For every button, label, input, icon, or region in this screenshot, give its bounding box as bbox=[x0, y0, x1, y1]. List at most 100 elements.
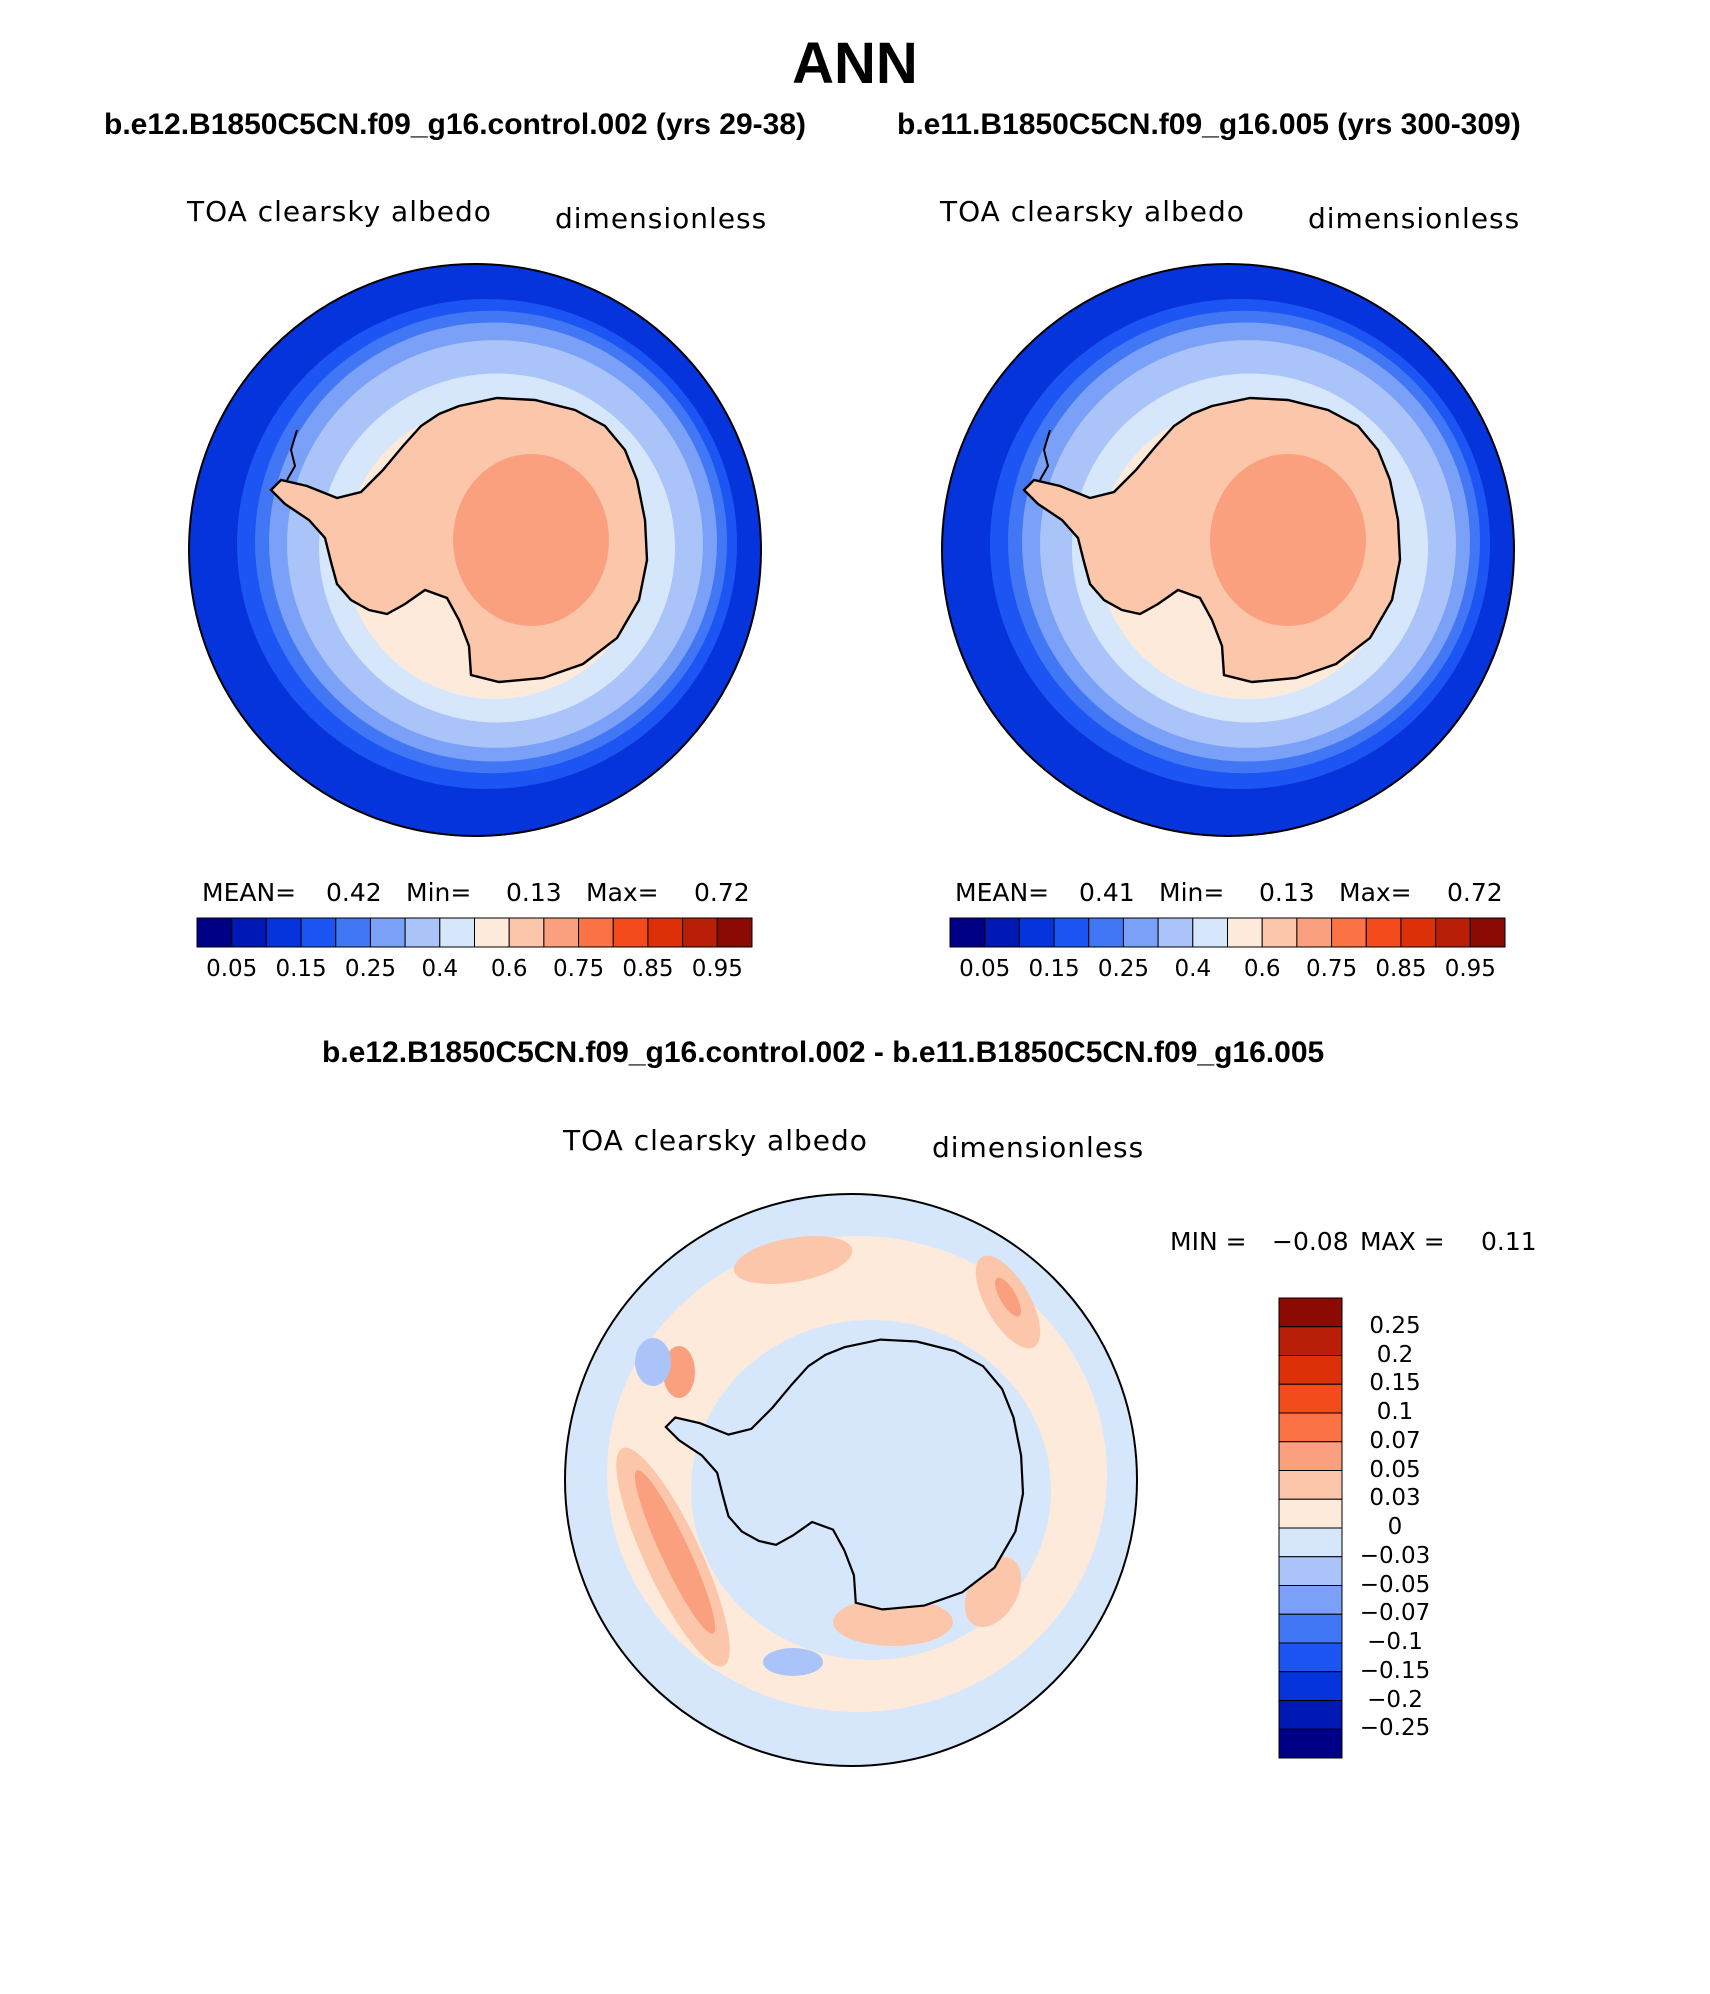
colorbar-box-2 bbox=[1018, 917, 1055, 948]
colorbar-box-15 bbox=[1469, 917, 1506, 948]
diff-colorbar-box-15 bbox=[1278, 1728, 1343, 1759]
left-min-value: 0.13 bbox=[506, 878, 562, 907]
colorbar-tick-label: 0.75 bbox=[552, 956, 605, 982]
colorbar-box-10 bbox=[543, 917, 580, 948]
peninsula-islands bbox=[286, 429, 298, 481]
diff-colorbar-box-8 bbox=[1278, 1527, 1343, 1558]
left-units-label: dimensionless bbox=[555, 202, 768, 235]
diff-patch-west-core bbox=[634, 1470, 716, 1634]
diff-colorbar-box-6 bbox=[1278, 1470, 1343, 1500]
diff-neg-south bbox=[763, 1648, 823, 1676]
diff-colorbar-tick-label: 0.15 bbox=[1369, 1370, 1421, 1397]
left-mean-value: 0.42 bbox=[326, 878, 382, 907]
page-title: ANN bbox=[792, 31, 918, 96]
diff-colorbar-box-5 bbox=[1278, 1441, 1343, 1471]
diff-colorbar-tick-label: 0.03 bbox=[1369, 1485, 1421, 1512]
right-mean-value: 0.41 bbox=[1079, 878, 1135, 907]
diff-colorbar-box-0 bbox=[1278, 1297, 1343, 1328]
diff-colorbar-box-14 bbox=[1278, 1700, 1343, 1730]
colorbar-tick-label: 0.05 bbox=[206, 956, 258, 982]
colorbar-box-10 bbox=[1296, 917, 1333, 948]
colorbar-box-13 bbox=[1400, 917, 1437, 948]
colorbar-box-13 bbox=[647, 917, 684, 948]
diff-colorbar-tick-label: −0.05 bbox=[1359, 1571, 1431, 1598]
colorbar-tick-label: 0.95 bbox=[691, 956, 743, 982]
map-border bbox=[941, 263, 1515, 837]
colorbar-box-9 bbox=[1261, 917, 1298, 948]
diff-patch-ne-core bbox=[995, 1277, 1021, 1317]
diff-colorbar bbox=[1278, 1297, 1343, 1759]
coastline bbox=[269, 396, 649, 684]
colorbar-box-3 bbox=[1053, 917, 1090, 948]
left-variable-label: TOA clearsky albedo bbox=[187, 195, 492, 228]
diff-patch-peninsula bbox=[663, 1346, 695, 1398]
colorbar-box-7 bbox=[439, 917, 475, 948]
diff-colorbar-tick-label: −0.1 bbox=[1367, 1629, 1423, 1655]
colorbar-box-8 bbox=[1227, 917, 1263, 948]
colorbar-box-6 bbox=[1157, 917, 1194, 948]
right-min-label: Min= bbox=[1159, 878, 1225, 907]
left-max-value: 0.72 bbox=[694, 878, 750, 907]
left-polar-map bbox=[188, 263, 762, 837]
left-mean-label: MEAN= bbox=[202, 878, 297, 907]
interior-plateau bbox=[453, 454, 609, 626]
colorbar-tick-label: 0.4 bbox=[1174, 956, 1212, 982]
interior-plateau bbox=[1210, 454, 1366, 626]
colorbar-tick-label: 0.95 bbox=[1444, 956, 1496, 982]
diff-max-label: MAX = bbox=[1360, 1227, 1445, 1256]
colorbar-box-11 bbox=[1331, 917, 1367, 948]
colorbar-box-3 bbox=[300, 917, 337, 948]
diff-patch-south bbox=[833, 1598, 953, 1646]
colorbar-box-6 bbox=[404, 917, 441, 948]
diff-colorbar-tick-label: −0.03 bbox=[1359, 1542, 1431, 1569]
diff-variable-label: TOA clearsky albedo bbox=[563, 1124, 868, 1157]
colorbar-box-11 bbox=[578, 917, 614, 948]
diff-colorbar-box-12 bbox=[1278, 1642, 1343, 1673]
right-case-title: b.e11.B1850C5CN.f09_g16.005 (yrs 300-309… bbox=[897, 108, 1521, 141]
colorbar-tick-label: 0.85 bbox=[1375, 956, 1427, 982]
colorbar-box-14 bbox=[1435, 917, 1471, 948]
right-colorbar bbox=[949, 917, 1506, 948]
colorbar-tick-label: 0.25 bbox=[1097, 956, 1150, 982]
colorbar-tick-label: 0.15 bbox=[1028, 956, 1080, 982]
diff-colorbar-box-2 bbox=[1278, 1355, 1343, 1385]
diff-neg-west bbox=[635, 1338, 671, 1386]
diff-colorbar-box-7 bbox=[1278, 1498, 1343, 1529]
left-max-label: Max= bbox=[586, 878, 659, 907]
colorbar-box-8 bbox=[474, 917, 510, 948]
colorbar-box-7 bbox=[1192, 917, 1228, 948]
diff-colorbar-tick-label: 0.05 bbox=[1369, 1456, 1421, 1483]
diff-colorbar-box-9 bbox=[1278, 1556, 1343, 1586]
right-polar-map bbox=[941, 263, 1515, 837]
colorbar-box-0 bbox=[196, 917, 233, 948]
colorbar-box-9 bbox=[508, 917, 545, 948]
colorbar-box-5 bbox=[369, 917, 406, 948]
diff-colorbar-tick-label: 0.25 bbox=[1369, 1312, 1421, 1339]
colorbar-box-12 bbox=[612, 917, 649, 948]
diff-colorbar-box-11 bbox=[1278, 1613, 1343, 1644]
diff-min-value: −0.08 bbox=[1272, 1227, 1349, 1256]
diff-continent bbox=[665, 1339, 1023, 1610]
colorbar-tick-label: 0.05 bbox=[959, 956, 1011, 982]
left-min-label: Min= bbox=[406, 878, 472, 907]
diff-colorbar-box-4 bbox=[1278, 1412, 1343, 1443]
diff-colorbar-box-13 bbox=[1278, 1671, 1343, 1701]
colorbar-box-4 bbox=[335, 917, 371, 948]
right-max-value: 0.72 bbox=[1447, 878, 1503, 907]
diff-colorbar-tick-label: −0.2 bbox=[1367, 1686, 1423, 1713]
diff-colorbar-tick-label: −0.07 bbox=[1359, 1600, 1431, 1627]
colorbar-box-2 bbox=[265, 917, 302, 948]
map-border bbox=[188, 263, 762, 837]
diff-colorbar-box-10 bbox=[1278, 1585, 1343, 1615]
diff-max-value: 0.11 bbox=[1481, 1227, 1537, 1256]
diff-units-label: dimensionless bbox=[932, 1131, 1145, 1164]
diff-colorbar-box-3 bbox=[1278, 1383, 1343, 1414]
left-colorbar bbox=[196, 917, 753, 948]
diff-colorbar-tick-label: 0.1 bbox=[1376, 1399, 1414, 1425]
peninsula-islands bbox=[1039, 429, 1051, 481]
colorbar-box-14 bbox=[682, 917, 718, 948]
diff-map-border bbox=[564, 1193, 1138, 1767]
diff-min-label: MIN = bbox=[1170, 1227, 1247, 1256]
diff-colorbar-tick-label: 0 bbox=[1387, 1514, 1403, 1540]
colorbar-tick-label: 0.75 bbox=[1305, 956, 1358, 982]
